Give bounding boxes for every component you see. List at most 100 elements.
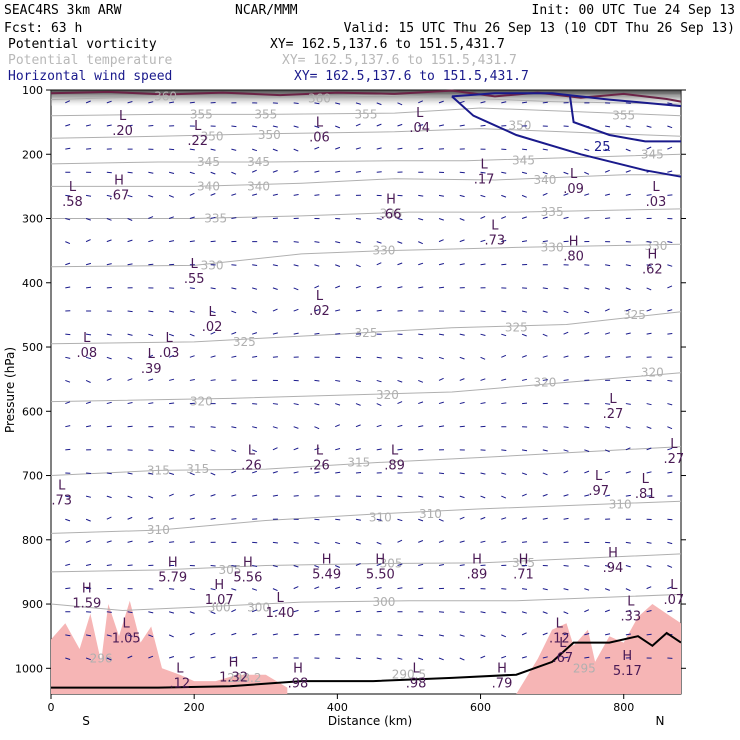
- wind-barb: [584, 426, 590, 429]
- wind-barb: [501, 101, 507, 104]
- wind-barb: [314, 125, 320, 129]
- pv-extremum-value: 5.49: [312, 567, 341, 582]
- isentrope-label: 300: [372, 595, 395, 609]
- wind-barb: [397, 218, 403, 221]
- wind-barb: [210, 632, 216, 636]
- wind-barb: [397, 518, 403, 522]
- wind-barb: [376, 541, 382, 545]
- wind-barb: [397, 587, 403, 590]
- wind-barb: [355, 171, 361, 173]
- wind-barb: [625, 588, 631, 592]
- wind-barb: [293, 586, 299, 590]
- wind-barb: [542, 310, 548, 313]
- wind-barb: [314, 541, 320, 544]
- wind-barb: [605, 217, 611, 220]
- wind-barb: [438, 100, 444, 104]
- wind-barb: [625, 125, 631, 128]
- wind-barb: [168, 333, 174, 337]
- wind-barb: [604, 470, 610, 474]
- wind-barb: [501, 310, 507, 313]
- pv-extremum-value: 1.07: [205, 593, 234, 608]
- isentrope-label: 360: [308, 91, 331, 105]
- wind-barb: [231, 331, 237, 335]
- pv-extremum-value: .26: [309, 458, 330, 473]
- wind-barb: [459, 564, 465, 566]
- wind-barb: [148, 540, 154, 543]
- wind-barb: [480, 402, 486, 405]
- wind-barb: [314, 610, 320, 613]
- wind-barb: [148, 634, 154, 638]
- isentrope-label: 345: [641, 147, 664, 161]
- wind-barb: [272, 264, 278, 267]
- wind-barb: [189, 472, 195, 476]
- wind-barb: [501, 472, 507, 475]
- wind-barb: [438, 401, 444, 405]
- stratosphere-shade-line: [51, 103, 681, 105]
- wind-barb: [480, 516, 486, 520]
- wind-barb: [210, 564, 216, 567]
- pv-extremum-value: .03: [159, 346, 180, 361]
- isentrope-label: 310: [369, 510, 392, 524]
- isentrope-line: [50, 107, 682, 117]
- forecast-hour: Fcst: 63 h: [4, 21, 82, 36]
- wind-barb: [85, 124, 92, 127]
- legend-field-xy: XY= 162.5,137.6 to 151.5,431.7: [270, 37, 505, 52]
- wind-barb: [148, 239, 154, 243]
- isentrope-line: [50, 128, 682, 139]
- wind-barb: [667, 285, 673, 289]
- wind-barb: [418, 401, 424, 405]
- south-end-label: S: [82, 714, 90, 728]
- wind-barb: [231, 148, 237, 151]
- wind-barb: [625, 287, 631, 291]
- wind-barb: [376, 102, 382, 106]
- wind-barb: [376, 587, 382, 590]
- pv-extremum-type: L: [627, 594, 635, 609]
- pv-extremum-type: L: [642, 472, 650, 487]
- wind-barb: [667, 471, 673, 474]
- wind-barb: [106, 611, 112, 613]
- wind-barb: [563, 588, 569, 591]
- pv-extremum-type: H: [214, 578, 224, 593]
- wind-barb: [625, 332, 631, 335]
- wind-barb: [189, 355, 195, 358]
- wind-barb: [542, 611, 548, 614]
- wind-barb: [438, 194, 444, 197]
- isentrope-label: 345: [247, 155, 270, 169]
- pv-extremum-type: H: [243, 556, 253, 571]
- wind-barb: [521, 216, 527, 219]
- wind-barb: [542, 240, 548, 243]
- wind-barb: [314, 447, 320, 451]
- wind-barb: [542, 333, 548, 337]
- wind-barb: [501, 541, 507, 543]
- wind-barb: [605, 565, 611, 568]
- wind-barb: [127, 101, 133, 104]
- x-axis: 0 200 400 600 800: [48, 694, 634, 714]
- pv-extremum-type: L: [559, 636, 567, 651]
- wind-barb: [459, 171, 465, 174]
- wind-barb: [189, 656, 195, 659]
- pv-extremum-type: L: [609, 392, 617, 407]
- source-label: NCAR/MMM: [235, 3, 298, 18]
- wind-barb: [459, 218, 465, 221]
- wind-barb: [646, 264, 652, 267]
- wind-barb: [563, 632, 569, 636]
- wind-barb: [127, 472, 133, 475]
- wind-barb: [646, 403, 652, 406]
- wind-barb: [521, 632, 527, 636]
- pv-extremum-type: L: [316, 443, 324, 458]
- wind-barb: [667, 309, 673, 312]
- wind-barb: [584, 609, 590, 613]
- wind-barb: [418, 356, 424, 359]
- wind-barb: [584, 287, 590, 290]
- wind-barb: [106, 425, 112, 428]
- stratosphere-shade-line: [51, 99, 681, 101]
- wind-barb: [314, 403, 320, 406]
- wind-barb: [252, 332, 258, 335]
- wind-barb: [459, 124, 465, 127]
- wind-barb: [438, 425, 445, 428]
- stratosphere-shade-line: [51, 101, 681, 104]
- wind-barb: [210, 287, 216, 290]
- pv-extrema-labels: L.20 L.22L.06L.04L.58H.67 H.66L.17 L.09 L.03…: [51, 106, 684, 692]
- wind-barb: [563, 611, 569, 615]
- wind-barb: [646, 447, 652, 451]
